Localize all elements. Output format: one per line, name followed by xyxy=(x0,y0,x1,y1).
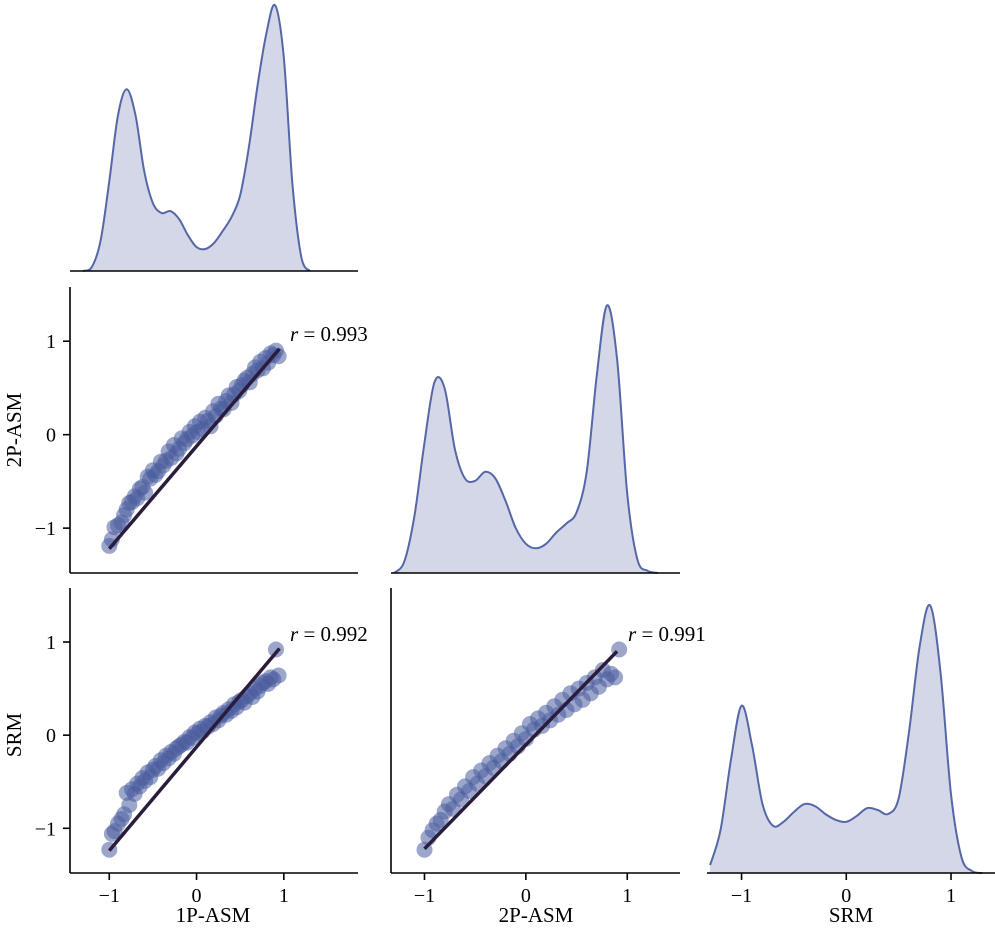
y-tick-label: 1 xyxy=(46,632,56,654)
scatter-panel-2p-vs-1p: −1 0 1 r = 0.993 2P-ASM xyxy=(2,287,368,574)
regression-line xyxy=(423,650,619,851)
y-tick-label: −1 xyxy=(35,818,56,840)
x-tick-label: 1 xyxy=(279,885,289,907)
scatter-point xyxy=(607,669,624,686)
kde-area-srm xyxy=(710,604,983,873)
y-ticks: −1 0 1 xyxy=(35,632,70,840)
x-tick-label: 0 xyxy=(841,885,851,907)
kde-area-1p-asm xyxy=(83,4,310,272)
scatter-points xyxy=(416,641,628,858)
y-tick-label: 0 xyxy=(46,425,56,447)
x-tick-label: 1 xyxy=(622,885,632,907)
correlation-annotation: r = 0.992 xyxy=(290,622,368,646)
regression-line xyxy=(107,647,281,852)
kde-line-1p-asm xyxy=(82,3,311,272)
x-tick-label: −1 xyxy=(731,885,752,907)
x-axis-title-1p-asm: 1P-ASM xyxy=(176,903,251,927)
y-tick-label: 1 xyxy=(46,331,56,353)
scatter-point xyxy=(137,484,154,501)
y-tick-label: −1 xyxy=(35,518,56,540)
x-ticks: −1 0 1 xyxy=(414,873,632,907)
correlation-annotation: r = 0.991 xyxy=(628,622,706,646)
x-ticks: −1 0 1 xyxy=(731,873,956,907)
y-tick-label: 0 xyxy=(46,725,56,747)
y-axis-title-2p-asm: 2P-ASM xyxy=(2,392,26,467)
kde-panel-2p-asm xyxy=(391,304,680,574)
regression-line xyxy=(107,347,281,550)
kde-line-srm xyxy=(709,604,983,874)
scatter-panel-srm-vs-2p: −1 0 1 r = 0.991 2P-ASM xyxy=(390,588,706,927)
correlation-annotation: r = 0.993 xyxy=(290,322,368,346)
scatter-points xyxy=(101,342,287,554)
x-tick-label: −1 xyxy=(99,885,120,907)
x-axis-title-srm: SRM xyxy=(829,903,874,927)
scatter-point xyxy=(270,667,287,684)
scatter-panel-srm-vs-1p: −1 0 1 −1 0 1 r = 0.992 SRM 1P-ASM xyxy=(2,588,368,927)
x-tick-label: 0 xyxy=(192,885,202,907)
kde-panel-srm: −1 0 1 SRM xyxy=(707,604,995,927)
x-tick-label: 1 xyxy=(946,885,956,907)
kde-area-2p-asm xyxy=(394,305,658,573)
x-axis-title-2p-asm: 2P-ASM xyxy=(499,903,574,927)
kde-panel-1p-asm xyxy=(70,3,358,272)
y-ticks: −1 0 1 xyxy=(35,331,70,540)
scatter-point xyxy=(268,641,284,658)
kde-line-2p-asm xyxy=(393,304,658,574)
x-tick-label: −1 xyxy=(414,885,435,907)
y-axis-title-srm: SRM xyxy=(2,712,26,757)
x-tick-label: 0 xyxy=(521,885,531,907)
x-ticks: −1 0 1 xyxy=(99,873,289,907)
